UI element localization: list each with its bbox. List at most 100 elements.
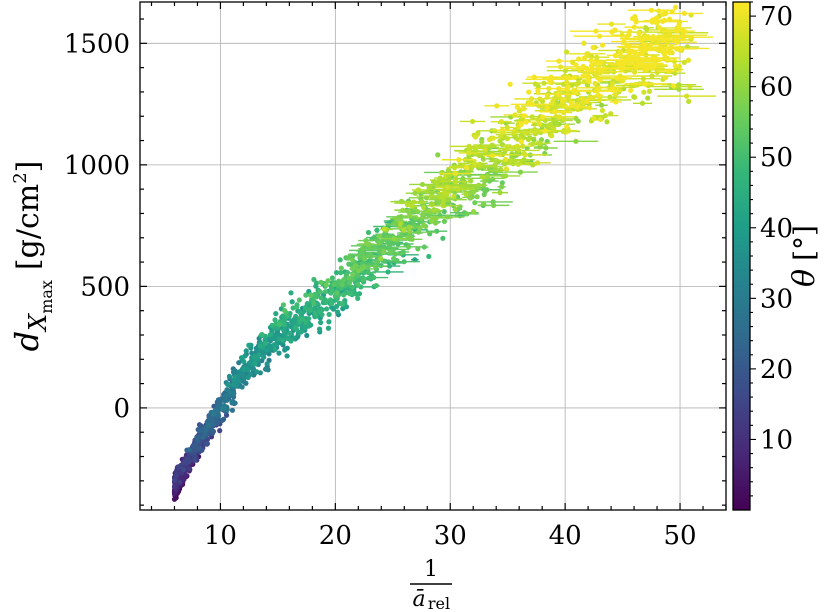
data-point (550, 98, 556, 104)
data-point (637, 57, 643, 63)
data-point (529, 141, 535, 147)
svg-text:θ[°]: θ [°] (787, 225, 822, 287)
colorbar (732, 1, 751, 511)
data-point (516, 147, 522, 154)
data-point (222, 398, 228, 404)
data-point (276, 350, 282, 356)
data-point (536, 121, 543, 127)
data-point (303, 319, 309, 325)
data-point (220, 417, 226, 423)
data-point (512, 112, 518, 118)
data-point (482, 147, 488, 153)
data-point (317, 308, 323, 314)
data-point (208, 427, 214, 434)
data-point (173, 468, 179, 475)
data-point (365, 270, 371, 276)
colorbar-tick-label: 10 (760, 425, 793, 455)
data-point (642, 47, 649, 53)
data-point (631, 94, 637, 100)
data-point (217, 428, 223, 434)
data-point (445, 197, 451, 203)
data-point (568, 100, 574, 106)
data-point (411, 199, 417, 205)
data-point (346, 280, 352, 286)
data-point (581, 55, 588, 61)
data-point (580, 63, 586, 69)
data-point (597, 77, 603, 83)
data-point (361, 256, 368, 262)
data-point (272, 346, 278, 353)
data-point (269, 322, 275, 328)
data-point (518, 121, 524, 128)
data-point (387, 249, 394, 255)
data-point (202, 426, 209, 432)
data-point (296, 297, 302, 303)
data-point (555, 91, 561, 97)
data-point (526, 89, 532, 95)
data-point (642, 35, 648, 42)
data-point (598, 102, 605, 108)
data-point (523, 119, 529, 125)
data-point (674, 39, 681, 45)
data-point (401, 259, 407, 265)
data-point (518, 135, 524, 141)
data-point (609, 80, 616, 87)
data-point (660, 18, 666, 24)
data-point (482, 178, 488, 184)
data-point (325, 278, 331, 284)
data-point (434, 228, 440, 234)
y-axis-label: dXmax [g/cm2] (8, 161, 56, 352)
data-point (323, 299, 329, 306)
colorbar-tick-label: 40 (760, 214, 793, 244)
data-point (499, 127, 506, 133)
data-point (641, 42, 647, 48)
data-point (311, 300, 317, 307)
data-point (349, 265, 355, 272)
data-point (439, 194, 445, 200)
data-point (243, 348, 249, 354)
data-point (666, 31, 673, 37)
data-point (482, 188, 488, 195)
data-point (190, 442, 196, 449)
data-point (316, 326, 323, 332)
data-point (463, 191, 469, 197)
data-point (435, 152, 441, 158)
data-point (216, 413, 222, 419)
y-label-sub-symbol: X (24, 313, 52, 333)
x-tick-label: 30 (434, 521, 467, 551)
data-point (626, 52, 632, 58)
data-point (436, 200, 442, 206)
colorbar-tick-label: 60 (760, 73, 793, 103)
data-point (288, 290, 294, 296)
data-point (631, 69, 638, 75)
data-point (359, 250, 365, 256)
data-point (359, 246, 365, 252)
data-point (241, 358, 247, 365)
data-point (276, 322, 283, 328)
data-point (640, 76, 647, 82)
data-point (535, 88, 541, 94)
data-point (641, 89, 647, 95)
data-point (298, 329, 304, 335)
data-point (650, 64, 656, 70)
data-point (441, 218, 448, 224)
data-point (397, 220, 404, 227)
data-point (377, 233, 383, 239)
data-point (642, 81, 648, 87)
data-point (307, 307, 313, 313)
data-point (197, 445, 203, 451)
data-point (267, 332, 273, 338)
data-point (646, 88, 653, 94)
data-point (544, 105, 550, 111)
data-point (468, 178, 474, 184)
data-point (183, 472, 189, 478)
data-point (341, 277, 347, 283)
data-point (241, 366, 247, 373)
data-point (507, 81, 513, 87)
data-point (607, 94, 613, 100)
data-point (515, 161, 521, 167)
data-point (262, 341, 269, 347)
data-point (522, 152, 528, 158)
data-point (259, 331, 265, 338)
data-point (337, 257, 343, 263)
